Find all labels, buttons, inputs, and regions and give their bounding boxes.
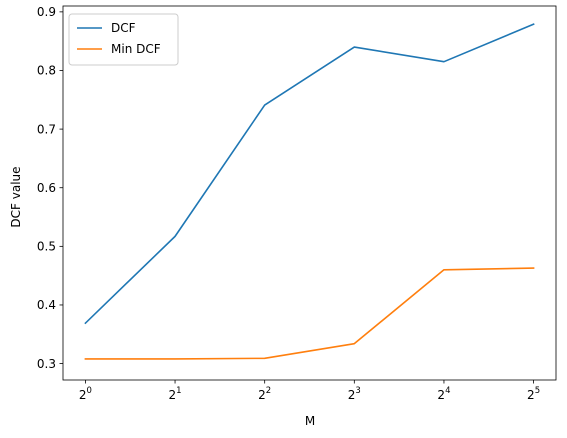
legend-box: [68, 13, 179, 66]
plot-frame: [62, 5, 557, 381]
legend: DCF Min DCF: [68, 13, 179, 66]
x-axis-ticks: 20 21 22 23 24 25: [79, 380, 540, 402]
series-line-dcf: [84, 23, 535, 325]
x-tick-label: 23: [348, 386, 361, 402]
y-axis-ticks: 0.3 0.4 0.5 0.6 0.7 0.8 0.9: [37, 5, 63, 371]
y-axis-label: DCF value: [9, 166, 23, 227]
y-tick-label: 0.9: [37, 5, 56, 19]
x-tick-label: 21: [169, 386, 182, 402]
x-tick-label: 24: [437, 386, 450, 402]
series-layer: [84, 23, 535, 360]
y-tick-label: 0.5: [37, 240, 56, 254]
x-tick-label: 25: [527, 386, 540, 402]
y-tick-label: 0.8: [37, 64, 56, 78]
y-tick-label: 0.3: [37, 357, 56, 371]
y-tick-label: 0.7: [37, 122, 56, 136]
legend-label: DCF: [111, 21, 136, 35]
y-tick-label: 0.4: [37, 298, 56, 312]
legend-label: Min DCF: [111, 42, 161, 56]
x-tick-label: 22: [258, 386, 271, 402]
x-axis-label: M: [305, 414, 315, 428]
series-line-min-dcf: [84, 267, 535, 360]
x-tick-label: 20: [79, 386, 92, 402]
y-tick-label: 0.6: [37, 181, 56, 195]
